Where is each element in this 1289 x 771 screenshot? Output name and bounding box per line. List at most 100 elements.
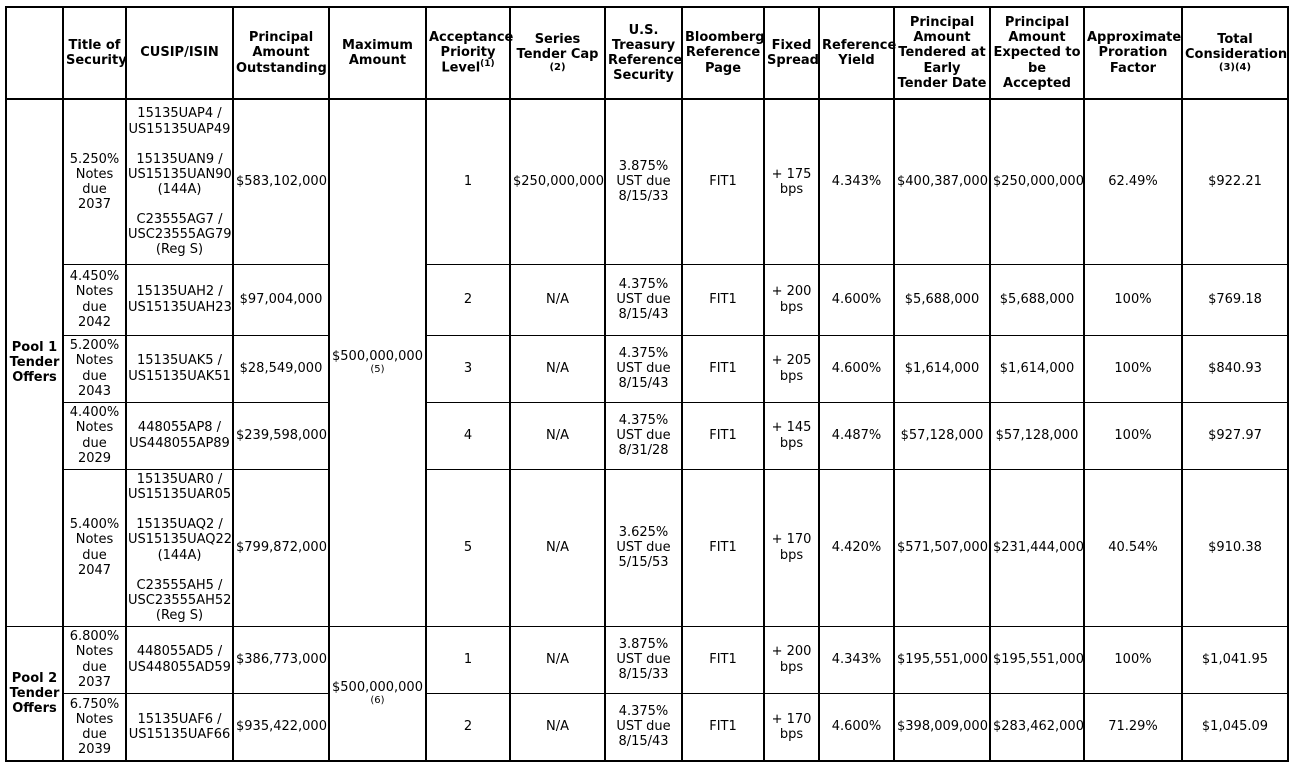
cell-reference-yield: 4.420% (818, 468, 895, 627)
cell-principal-outstanding: $97,004,000 (232, 263, 330, 336)
cell-ust-reference: 3.875% UST due 8/15/33 (604, 625, 683, 694)
cell-ust-reference: 4.375% UST due 8/15/43 (604, 692, 683, 762)
cell-maximum-amount: $500,000,000 (6) (328, 625, 427, 762)
cusip-group: 15135UAK5 / US15135UAK51 (128, 353, 231, 384)
maximum-amount-footnote-marker: (5) (370, 364, 385, 376)
cell-total-consideration: $840.93 (1181, 334, 1289, 403)
cell-bloomberg-page: FIT1 (681, 401, 765, 470)
cusip-group: C23555AG7 / USC23555AG79 (Reg S) (128, 211, 232, 257)
cusip-group: 15135UAN9 / US15135UAN90 (144A) (128, 151, 232, 197)
cell-maximum-amount: $500,000,000 (5) (328, 98, 427, 627)
cell-fixed-spread: + 175 bps (763, 98, 820, 265)
cusip-group: 15135UAR0 / US15135UAR05 (128, 472, 232, 503)
cell-amount-accepted: $283,462,000 (989, 692, 1085, 762)
header-label: Series Tender Cap (516, 31, 599, 62)
cell-ust-reference: 4.375% UST due 8/15/43 (604, 334, 683, 403)
header-footnote-marker: (1) (480, 59, 495, 70)
cell-amount-accepted: $5,688,000 (989, 263, 1085, 336)
cell-cusip-isin: 15135UAP4 / US15135UAP49 15135UAN9 / US15… (125, 98, 234, 265)
cell-amount-accepted: $57,128,000 (989, 401, 1085, 470)
header-label: Total Consideration (1185, 31, 1288, 62)
cell-amount-tendered: $1,614,000 (893, 334, 991, 403)
col-header-acceptance-priority-level: Acceptance Priority Level(1) (425, 6, 513, 100)
cell-amount-tendered: $5,688,000 (893, 263, 991, 336)
header-footnote-marker: (2) (549, 62, 566, 74)
header-row: Title of Security CUSIP/ISIN Principal Amo… (5, 6, 1289, 100)
col-header-ust-reference-security: U.S. Treasury Reference Security (604, 6, 683, 100)
cell-fixed-spread: + 200 bps (763, 263, 820, 336)
cell-reference-yield: 4.600% (818, 263, 895, 336)
maximum-amount-value: $500,000,000 (332, 679, 423, 695)
maximum-amount-value: $500,000,000 (332, 349, 423, 365)
table-row: Pool 1 Tender Offers 5.250% Notes due 203… (5, 98, 1289, 627)
col-header-cusip-isin: CUSIP/ISIN (125, 6, 234, 100)
cell-acceptance-priority: 1 (425, 625, 511, 694)
cell-proration-factor: 71.29% (1083, 692, 1183, 762)
col-header-title-of-security: Title of Security (62, 6, 127, 100)
cell-amount-tendered: $571,507,000 (893, 468, 991, 627)
cell-title-of-security: 6.800% Notes due 2037 (62, 625, 127, 694)
col-header-principal-outstanding: Principal Amount Outstanding (232, 6, 330, 100)
header-label: Title of Security (66, 37, 127, 68)
cell-proration-factor: 100% (1083, 401, 1183, 470)
cell-acceptance-priority: 3 (425, 334, 511, 403)
cell-principal-outstanding: $583,102,000 (232, 98, 330, 265)
table-row: 5.400% Notes due 2047 15135UAR0 / US15135… (6, 468, 1289, 627)
cusip-group: 15135UAH2 / US15135UAH23 (128, 284, 232, 315)
cell-ust-reference: 4.375% UST due 8/31/28 (604, 401, 683, 470)
cell-bloomberg-page: FIT1 (681, 692, 765, 762)
cell-series-tender-cap: N/A (509, 625, 606, 694)
cell-series-tender-cap: N/A (509, 263, 606, 336)
cell-proration-factor: 62.49% (1083, 98, 1183, 265)
col-header-bloomberg-reference-page: Bloomberg Reference Page (681, 6, 765, 100)
cell-amount-accepted: $250,000,000 (989, 98, 1085, 265)
cell-reference-yield: 4.487% (818, 401, 895, 470)
cell-cusip-isin: 15135UAF6 / US15135UAF66 (125, 692, 234, 762)
cell-principal-outstanding: $386,773,000 (232, 625, 330, 694)
pool-1-label: Pool 1 Tender Offers (5, 98, 64, 627)
cell-proration-factor: 100% (1083, 263, 1183, 336)
cell-acceptance-priority: 2 (425, 263, 511, 336)
table-row: Pool 2 Tender Offers 6.800% Notes due 203… (5, 625, 1289, 762)
cell-reference-yield: 4.343% (818, 98, 895, 265)
header-label: Approximate Proration Factor (1087, 30, 1182, 76)
cell-total-consideration: $1,045.09 (1181, 692, 1289, 762)
cell-principal-outstanding: $239,598,000 (232, 401, 330, 470)
cell-series-tender-cap: N/A (509, 334, 606, 403)
cell-principal-outstanding: $799,872,000 (232, 468, 330, 627)
cell-acceptance-priority: 2 (425, 692, 511, 762)
cell-cusip-isin: 448055AD5 / US448055AD59 (125, 625, 234, 694)
cell-total-consideration: $922.21 (1181, 98, 1289, 265)
col-header-maximum-amount: Maximum Amount (328, 6, 427, 100)
cell-series-tender-cap: $250,000,000 (509, 98, 606, 265)
cell-proration-factor: 40.54% (1083, 468, 1183, 627)
cell-title-of-security: 5.250% Notes due 2037 (62, 98, 127, 265)
cell-principal-outstanding: $935,422,000 (232, 692, 330, 762)
table-row: 5.200% Notes due 2043 15135UAK5 / US15135… (6, 334, 1289, 403)
col-header-total-consideration: Total Consideration (3)(4) (1181, 6, 1289, 100)
cell-proration-factor: 100% (1083, 334, 1183, 403)
cell-bloomberg-page: FIT1 (681, 468, 765, 627)
col-header-principal-tendered: Principal Amount Tendered at Early Tende… (893, 6, 991, 100)
header-label: Principal Amount Expected to be Accepted (993, 15, 1081, 91)
maximum-amount-footnote-marker: (6) (370, 694, 385, 706)
cell-amount-tendered: $398,009,000 (893, 692, 991, 762)
cell-fixed-spread: + 200 bps (763, 625, 820, 694)
cell-reference-yield: 4.600% (818, 692, 895, 762)
cell-principal-outstanding: $28,549,000 (232, 334, 330, 403)
cell-cusip-isin: 15135UAR0 / US15135UAR05 15135UAQ2 / US15… (125, 468, 234, 627)
cell-fixed-spread: + 205 bps (763, 334, 820, 403)
table-row: 6.750% Notes due 2039 15135UAF6 / US15135… (6, 692, 1289, 762)
cell-cusip-isin: 15135UAK5 / US15135UAK51 (125, 334, 234, 403)
table-row: 4.450% Notes due 2042 15135UAH2 / US15135… (6, 263, 1289, 336)
header-footnote-marker: (3)(4) (1218, 62, 1252, 74)
col-header-empty (5, 6, 64, 100)
cell-amount-tendered: $400,387,000 (893, 98, 991, 265)
cell-total-consideration: $927.97 (1181, 401, 1289, 470)
header-label: U.S. Treasury Reference Security (608, 22, 683, 84)
cell-series-tender-cap: N/A (509, 401, 606, 470)
cell-title-of-security: 4.450% Notes due 2042 (62, 263, 127, 336)
cell-amount-accepted: $195,551,000 (989, 625, 1085, 694)
cell-ust-reference: 3.625% UST due 5/15/53 (604, 468, 683, 627)
